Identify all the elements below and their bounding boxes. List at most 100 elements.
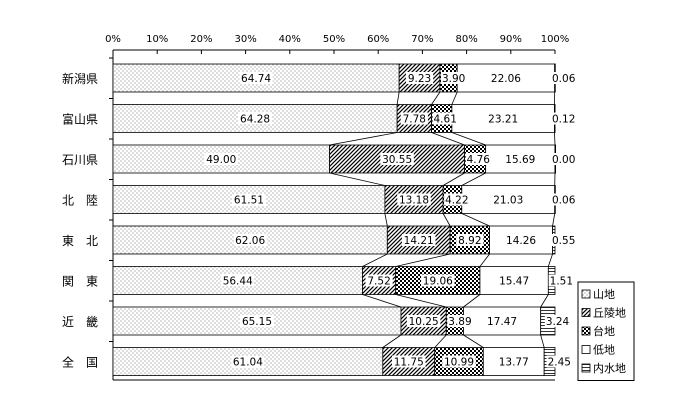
- series-connector-line: [329, 132, 398, 146]
- series-connector-line: [362, 294, 402, 308]
- data-label-backing: [504, 234, 538, 246]
- data-label: 7.78: [403, 114, 426, 126]
- legend-label: 台地: [593, 324, 615, 338]
- data-label-backing: [240, 315, 274, 327]
- data-label-backing: [486, 112, 520, 125]
- data-label-backing: [544, 315, 573, 327]
- data-label-backing: [546, 355, 574, 368]
- series-connector-line: [395, 253, 451, 267]
- data-label: 17.47: [487, 316, 517, 328]
- category-label: 近 畿: [62, 315, 98, 329]
- data-label-backing: [444, 193, 472, 206]
- data-label-backing: [406, 315, 441, 327]
- data-label-backing: [392, 355, 426, 368]
- data-label-backing: [551, 193, 579, 206]
- data-label: 0.12: [552, 114, 575, 126]
- series-connector-line: [540, 294, 549, 308]
- data-label-backing: [400, 112, 428, 125]
- data-label-backing: [232, 193, 266, 206]
- bar-segment-2: [382, 347, 436, 376]
- legend-swatch: [581, 308, 591, 317]
- data-label-backing: [551, 234, 579, 246]
- data-label-backing: [497, 274, 531, 287]
- data-label: 13.18: [399, 195, 429, 207]
- data-label-backing: [465, 153, 493, 165]
- category-label: 全 国: [62, 355, 98, 370]
- data-label: 0.06: [552, 195, 576, 207]
- x-tick-label: 20%: [190, 34, 212, 45]
- series-connector-line: [451, 132, 486, 146]
- data-label: 1.51: [550, 276, 573, 288]
- data-label-backing: [204, 153, 239, 165]
- series-connector-line: [384, 213, 388, 227]
- data-label: 61.51: [234, 195, 264, 207]
- series-connector-line: [552, 213, 556, 227]
- data-label: 4.61: [434, 114, 457, 126]
- data-label: 23.21: [488, 114, 518, 126]
- x-tick-label: 60%: [367, 34, 389, 45]
- x-tick-label: 30%: [234, 34, 256, 45]
- data-label-backing: [432, 112, 460, 125]
- series-connector-line: [434, 334, 447, 348]
- series-connector-line: [396, 91, 400, 105]
- data-label: 14.26: [506, 235, 536, 247]
- series-connector-line: [442, 213, 451, 227]
- data-label-backing: [231, 355, 265, 368]
- data-label: 8.92: [458, 235, 481, 247]
- data-label: 62.06: [235, 235, 265, 247]
- legend-label: 丘陵地: [593, 307, 626, 320]
- data-label: 4.22: [445, 195, 468, 207]
- series-connector-line: [461, 213, 490, 227]
- legend-label: 山地: [593, 288, 615, 301]
- data-label-backing: [238, 112, 272, 125]
- data-label: 64.74: [241, 73, 271, 85]
- data-label-backing: [365, 274, 393, 287]
- series-connector-line: [382, 334, 402, 348]
- data-label-backing: [380, 153, 414, 165]
- data-label: 3.24: [546, 316, 570, 328]
- series-connector-line: [431, 91, 441, 105]
- series-connector-line: [479, 253, 490, 267]
- data-label: 14.21: [404, 235, 434, 247]
- data-label-backing: [548, 274, 576, 287]
- category-label: 石川県: [62, 153, 98, 167]
- data-label-backing: [485, 315, 519, 327]
- data-label-backing: [421, 274, 455, 287]
- data-label: 15.69: [505, 154, 535, 166]
- data-label: 61.04: [233, 357, 263, 369]
- data-label: 0.55: [552, 235, 575, 247]
- legend-label: 低地: [593, 344, 615, 357]
- series-connector-line: [554, 132, 556, 146]
- x-tick-label: 10%: [146, 34, 168, 45]
- data-label: 30.55: [382, 154, 412, 166]
- category-label: 関 東: [62, 275, 98, 289]
- data-label-backing: [405, 72, 434, 84]
- data-label-backing: [489, 72, 523, 84]
- data-label: 7.52: [367, 276, 390, 288]
- series-connector-line: [463, 294, 481, 308]
- series-connector-line: [431, 132, 465, 146]
- x-tick-label: 40%: [279, 34, 301, 45]
- category-label: 東 北: [62, 234, 98, 248]
- series-connector-line: [461, 172, 486, 186]
- data-label-backing: [551, 153, 579, 165]
- data-label: 64.28: [240, 114, 270, 126]
- x-tick-label: 0%: [105, 34, 121, 45]
- series-connector-line: [540, 334, 545, 348]
- data-label-backing: [233, 234, 267, 246]
- data-label: 22.06: [491, 73, 521, 85]
- category-label: 新潟県: [62, 71, 98, 86]
- data-label-backing: [503, 153, 538, 165]
- category-label: 北 陸: [62, 194, 98, 208]
- series-connector-line: [451, 91, 458, 105]
- data-label-backing: [551, 112, 579, 125]
- data-label-backing: [456, 234, 484, 246]
- data-label: 9.23: [408, 73, 431, 85]
- data-label: 3.89: [448, 316, 471, 328]
- legend-swatch: [581, 345, 591, 354]
- series-connector-line: [442, 172, 465, 186]
- series-connector-line: [362, 253, 388, 267]
- category-label: 富山県: [62, 112, 98, 127]
- data-label-backing: [496, 355, 531, 368]
